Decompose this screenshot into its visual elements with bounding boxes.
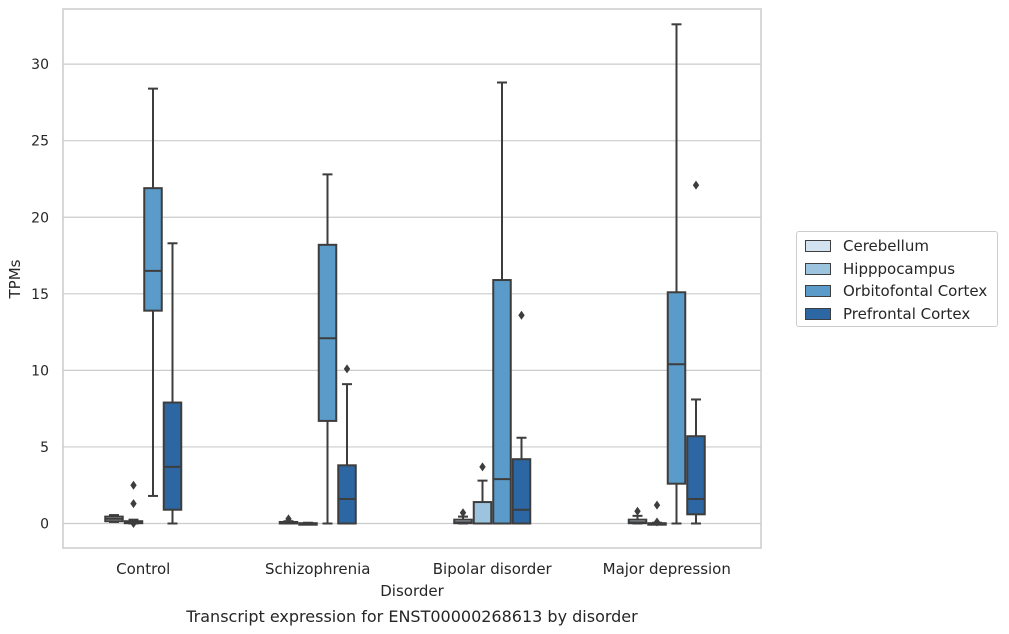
box-iqr [143, 187, 163, 312]
outlier-point [518, 310, 525, 320]
x-axis-label: Disorder [380, 582, 444, 600]
box-orbitofontal-cortex-control [143, 87, 163, 497]
outlier-point [634, 506, 641, 516]
box-hipppocampus-schizophrenia [298, 521, 318, 526]
box-cerebellum-schizophrenia [278, 514, 299, 525]
box-iqr [162, 401, 183, 511]
legend-label: Prefrontal Cortex [843, 304, 971, 323]
box-iqr [492, 279, 512, 525]
box-iqr [317, 243, 338, 422]
box-hipppocampus-control [123, 480, 144, 528]
legend-label: Orbitofontal Cortex [843, 282, 988, 300]
legend-item: Hipppocampus [805, 259, 955, 279]
y-tick-label: 10 [31, 363, 49, 379]
box-orbitofontal-cortex-schizophrenia [317, 173, 338, 525]
box-cerebellum-bipolar-disorder [453, 508, 473, 525]
x-tick-label: Control [116, 560, 170, 578]
outlier-point [343, 364, 351, 374]
y-tick-label: 15 [31, 287, 49, 303]
x-tick-label: Schizophrenia [265, 560, 370, 578]
y-tick-label: 25 [31, 134, 49, 150]
box-prefrontal-cortex-control [162, 242, 183, 525]
box-hipppocampus-bipolar-disorder [472, 462, 493, 525]
box-orbitofontal-cortex-major-depression [666, 23, 687, 525]
box-iqr [666, 291, 687, 485]
outlier-point [692, 180, 700, 190]
box-iqr [686, 435, 706, 516]
y-tick-label: 20 [31, 210, 49, 226]
box-prefrontal-cortex-major-depression [686, 180, 706, 525]
legend-swatch [805, 285, 831, 297]
plot-frame [62, 8, 762, 549]
legend-swatch [805, 262, 831, 275]
legend-item: Prefrontal Cortex [805, 304, 970, 324]
chart-title: Transcript expression for ENST0000026861… [185, 607, 638, 626]
y-tick-label: 5 [40, 440, 49, 456]
y-axis-ticks: 0 5 10 15 20 25 30 [31, 57, 49, 532]
box-prefrontal-cortex-schizophrenia [337, 364, 357, 525]
box-iqr [472, 501, 493, 525]
x-axis-ticks: Control Schizophrenia Bipolar disorder Majo… [116, 560, 731, 578]
legend: Cerebellum Hipppocampus Orbitofontal Corte… [796, 231, 998, 327]
outlier-point [130, 499, 137, 509]
outlier-point [285, 514, 292, 524]
outlier-point [653, 500, 661, 510]
box-cerebellum-major-depression [627, 506, 648, 525]
x-tick-label: Bipolar disorder [433, 560, 553, 578]
box-iqr [511, 458, 532, 525]
box-plot-area [104, 23, 706, 528]
legend-swatch [805, 240, 831, 252]
box-hipppocampus-major-depression [647, 500, 667, 527]
x-tick-label: Major depression [603, 560, 731, 578]
y-axis-label: TPMs [6, 259, 24, 299]
outlier-point [459, 508, 467, 518]
y-tick-label: 30 [31, 57, 49, 73]
box-prefrontal-cortex-bipolar-disorder [511, 310, 532, 525]
outlier-point [130, 519, 137, 528]
legend-item: Orbitofontal Cortex [805, 281, 987, 301]
outlier-point [130, 480, 137, 490]
box-cerebellum-control [104, 514, 124, 523]
box-iqr [337, 464, 357, 525]
legend-item: Cerebellum [805, 236, 929, 256]
legend-swatch [805, 307, 831, 320]
box-orbitofontal-cortex-bipolar-disorder [492, 81, 512, 525]
outlier-point [653, 517, 661, 527]
outlier-point [479, 462, 486, 472]
legend-label: Cerebellum [843, 237, 929, 255]
legend-label: Hipppocampus [843, 259, 956, 278]
y-tick-label: 0 [40, 517, 49, 533]
